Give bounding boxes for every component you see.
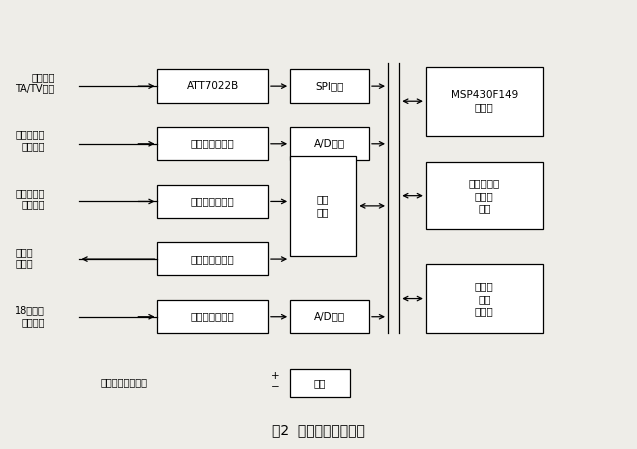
Text: 串行通
信至
上位机: 串行通 信至 上位机: [475, 282, 494, 316]
Text: 继电控
制信号: 继电控 制信号: [15, 247, 33, 269]
Bar: [426, 67, 543, 136]
Bar: [290, 300, 369, 333]
Bar: [157, 185, 268, 218]
Bar: [290, 156, 356, 255]
Text: 模拟量输入交换: 模拟量输入交换: [191, 139, 234, 149]
Bar: [290, 69, 369, 102]
Text: A/D交换: A/D交换: [314, 139, 345, 149]
Bar: [157, 300, 268, 333]
Text: MSP430F149
处理器: MSP430F149 处理器: [450, 90, 518, 113]
Bar: [426, 264, 543, 333]
Text: 来自整流后
电源信号: 来自整流后 电源信号: [15, 129, 45, 151]
Text: ATT7022B: ATT7022B: [187, 81, 239, 91]
Text: 人机接口、
键盘、
显示: 人机接口、 键盘、 显示: [469, 178, 500, 213]
Text: 模拟量输入交换: 模拟量输入交换: [191, 312, 234, 321]
Bar: [157, 242, 268, 276]
Text: 来自交流
TA/TV信号: 来自交流 TA/TV信号: [15, 72, 55, 93]
Text: 开关量输出电路: 开关量输出电路: [191, 254, 234, 264]
Text: A/D变换: A/D变换: [314, 312, 345, 321]
Text: 继电器动作
信号输入: 继电器动作 信号输入: [15, 188, 45, 210]
Text: 18路电池
巡检信号: 18路电池 巡检信号: [15, 305, 45, 327]
Text: +: +: [271, 371, 280, 381]
Bar: [290, 369, 350, 397]
Bar: [157, 127, 268, 160]
Text: −: −: [271, 382, 280, 392]
Bar: [290, 127, 369, 160]
Text: 开关量输入交换: 开关量输入交换: [191, 196, 234, 206]
Text: 智能电池巡检模块: 智能电池巡检模块: [101, 377, 148, 387]
Bar: [426, 163, 543, 229]
Text: SPI接口: SPI接口: [315, 81, 344, 91]
Text: 电源: 电源: [314, 378, 326, 388]
Text: 光电
隔离: 光电 隔离: [317, 194, 329, 217]
Bar: [157, 69, 268, 102]
Text: 图2  设备硬件原理框图: 图2 设备硬件原理框图: [272, 424, 365, 438]
